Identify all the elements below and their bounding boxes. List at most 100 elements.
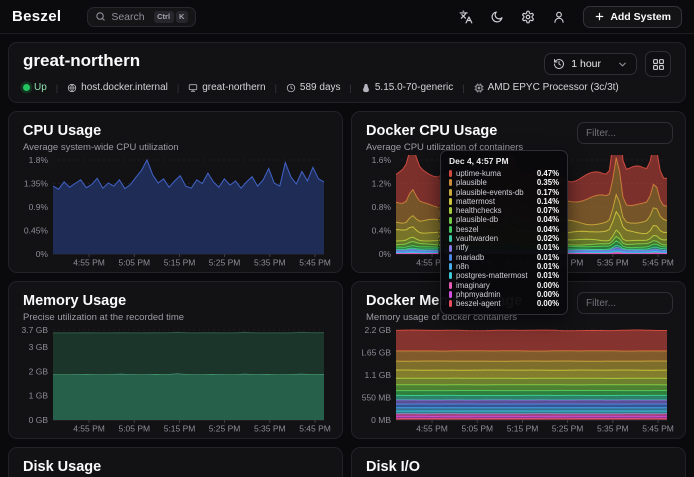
svg-text:5:15 PM: 5:15 PM — [507, 424, 539, 434]
meta-label: 589 days — [300, 82, 341, 93]
tooltip-row: uptime-kuma0.47% — [449, 169, 559, 178]
tooltip-timestamp: Dec 4, 4:57 PM — [449, 156, 559, 166]
series-name: plausible-events-db — [456, 188, 524, 197]
meta-label: AMD EPYC Processor (3c/3t) — [488, 82, 619, 93]
disk-io-card: Disk I/O Throughput of root filesystem — [351, 447, 686, 477]
series-name: imaginary — [456, 281, 490, 290]
series-name: beszel — [456, 225, 479, 234]
tooltip-row: vaultwarden 0.02% — [449, 234, 559, 243]
history-icon — [553, 58, 565, 70]
add-system-label: Add System — [610, 11, 671, 23]
series-name: mattermost — [456, 197, 495, 206]
system-header-card: great-northern 1 hour Up|host.docker.int… — [8, 42, 686, 103]
card-subtitle: Average system-wide CPU utilization — [23, 142, 328, 153]
tooltip-row: healthchecks0.07% — [449, 206, 559, 215]
series-name: plausible-db — [456, 215, 498, 224]
tooltip-row: imaginary 0.00% — [449, 281, 559, 290]
search-label: Search — [111, 11, 144, 23]
svg-text:0.45%: 0.45% — [24, 226, 49, 236]
svg-text:1.35%: 1.35% — [24, 179, 49, 189]
series-value: 0.01% — [537, 262, 559, 271]
meta-item-monitor: great-northern — [188, 82, 265, 93]
meta-item-globe: host.docker.internal — [67, 82, 168, 93]
svg-text:0 GB: 0 GB — [29, 415, 49, 425]
series-value: 0.17% — [537, 188, 559, 197]
search-shortcut: CtrlK — [154, 11, 188, 23]
series-value: 0.00% — [537, 290, 559, 299]
series-value: 0.47% — [537, 169, 559, 178]
svg-text:0%: 0% — [36, 249, 49, 259]
svg-text:1.8%: 1.8% — [29, 155, 49, 165]
series-name: ntfy — [456, 243, 469, 252]
search-icon — [95, 11, 106, 22]
svg-text:3.7 GB: 3.7 GB — [22, 325, 49, 335]
search-input[interactable]: Search CtrlK — [87, 7, 196, 27]
series-color-chip — [449, 300, 452, 307]
tooltip-row: phpmyadmin0.00% — [449, 290, 559, 299]
series-value: 0.02% — [537, 234, 559, 243]
svg-text:5:15 PM: 5:15 PM — [164, 424, 196, 434]
memory-usage-chart[interactable]: 0 GB1 GB2 GB3 GB3.7 GB4:55 PM5:05 PM5:15… — [19, 325, 332, 434]
tooltip-row: beszel0.04% — [449, 225, 559, 234]
svg-text:5:35 PM: 5:35 PM — [597, 258, 629, 268]
svg-text:1 GB: 1 GB — [29, 391, 49, 401]
series-color-chip — [449, 198, 452, 205]
kbd-key: K — [176, 11, 188, 23]
moon-icon[interactable] — [490, 10, 504, 24]
svg-text:5:45 PM: 5:45 PM — [642, 258, 674, 268]
docker-memory-filter-input[interactable] — [577, 292, 673, 314]
svg-text:1.6%: 1.6% — [372, 155, 392, 165]
series-name: vaultwarden — [456, 234, 498, 243]
series-name: n8n — [456, 262, 469, 271]
tooltip-row: plausible0.35% — [449, 178, 559, 187]
series-color-chip — [449, 179, 452, 186]
cpu-usage-chart[interactable]: 0%0.45%0.9%1.35%1.8%4:55 PM5:05 PM5:15 P… — [19, 155, 332, 268]
meta-item-clock: 589 days — [286, 82, 341, 93]
svg-text:0 MB: 0 MB — [371, 415, 391, 425]
series-color-chip — [449, 291, 452, 298]
meta-item-penguin: 5.15.0-70-generic — [361, 82, 453, 93]
user-icon[interactable] — [552, 10, 566, 24]
globe-icon — [67, 83, 77, 93]
chevron-down-icon — [617, 59, 628, 70]
meta-separator: | — [56, 83, 58, 93]
series-color-chip — [449, 170, 452, 177]
series-value: 0.01% — [537, 253, 559, 262]
series-name: healthchecks — [456, 206, 502, 215]
nav-actions: Add System — [459, 6, 682, 28]
series-name: postgres-mattermost — [456, 271, 528, 280]
svg-text:0.8%: 0.8% — [372, 202, 392, 212]
svg-text:550 MB: 550 MB — [362, 393, 391, 403]
language-icon[interactable] — [459, 10, 473, 24]
series-value: 0.14% — [537, 197, 559, 206]
series-color-chip — [449, 207, 452, 214]
tooltip-row: mattermost 0.14% — [449, 197, 559, 206]
disk-usage-card: Disk Usage Usage of root partition — [8, 447, 343, 477]
add-system-button[interactable]: Add System — [583, 6, 682, 28]
series-value: 0.04% — [537, 215, 559, 224]
svg-text:5:05 PM: 5:05 PM — [118, 424, 150, 434]
status-dot — [23, 84, 30, 91]
layout-grid-icon — [652, 58, 665, 71]
meta-label: 5.15.0-70-generic — [375, 82, 453, 93]
plus-icon — [594, 11, 605, 22]
cpu-usage-card: CPU Usage Average system-wide CPU utiliz… — [8, 111, 343, 273]
svg-text:5:35 PM: 5:35 PM — [597, 424, 629, 434]
gear-icon[interactable] — [521, 10, 535, 24]
svg-text:1.1 GB: 1.1 GB — [365, 370, 392, 380]
card-title: Disk Usage — [23, 459, 328, 475]
layout-grid-button[interactable] — [645, 51, 671, 77]
series-color-chip — [449, 254, 452, 261]
time-range-select[interactable]: 1 hour — [544, 53, 637, 75]
svg-text:5:25 PM: 5:25 PM — [209, 424, 241, 434]
tooltip-row: ntfy0.01% — [449, 243, 559, 252]
series-value: 0.00% — [537, 281, 559, 290]
docker-memory-usage-chart[interactable]: 0 MB550 MB1.1 GB1.65 GB2.2 GB4:55 PM5:05… — [362, 325, 675, 434]
svg-text:5:45 PM: 5:45 PM — [642, 424, 674, 434]
svg-text:0%: 0% — [379, 249, 392, 259]
kbd-key: Ctrl — [154, 11, 174, 23]
series-value: 0.01% — [537, 271, 559, 280]
svg-text:4:55 PM: 4:55 PM — [416, 424, 448, 434]
docker-cpu-filter-input[interactable] — [577, 122, 673, 144]
chip-icon — [474, 83, 484, 93]
